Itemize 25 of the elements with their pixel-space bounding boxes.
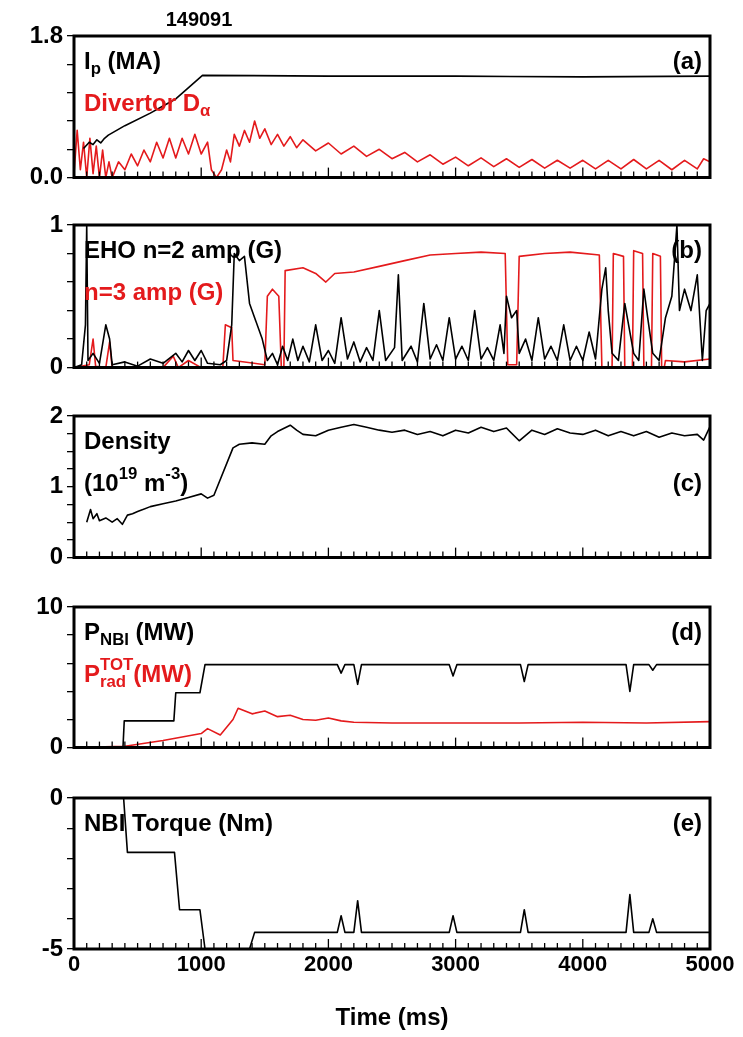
y-tick-label: 0 <box>49 732 63 760</box>
y-tick-label: 1 <box>49 471 63 499</box>
series-label: NBI Torque (Nm) <box>84 808 273 836</box>
y-tick-label: 0 <box>49 352 63 380</box>
x-axis-title: Time (ms) <box>335 1003 449 1031</box>
y-tick-label: 10 <box>36 591 63 619</box>
x-tick-label: 2000 <box>303 951 353 977</box>
y-tick-label: 1.8 <box>29 20 63 48</box>
y-tick-label: -5 <box>41 933 63 961</box>
annotation: (c) <box>672 468 703 496</box>
y-tick-label: 1 <box>49 209 63 237</box>
x-tick-label: 5000 <box>685 951 735 977</box>
x-tick-label: 4000 <box>558 951 608 977</box>
y-tick-label: 0 <box>49 782 63 810</box>
y-tick-label: 0.0 <box>29 162 63 190</box>
x-tick-label: 3000 <box>431 951 481 977</box>
chart-title: 149091 <box>165 7 233 30</box>
x-tick-label: 0 <box>67 951 81 977</box>
y-tick-label: 0 <box>49 542 63 570</box>
annotation: (e) <box>672 808 703 836</box>
series-label: Density <box>84 426 172 454</box>
annotation: (a) <box>672 46 703 74</box>
y-tick-label: 2 <box>49 400 63 428</box>
x-tick-label: 1000 <box>176 951 226 977</box>
annotation: (d) <box>671 617 703 645</box>
